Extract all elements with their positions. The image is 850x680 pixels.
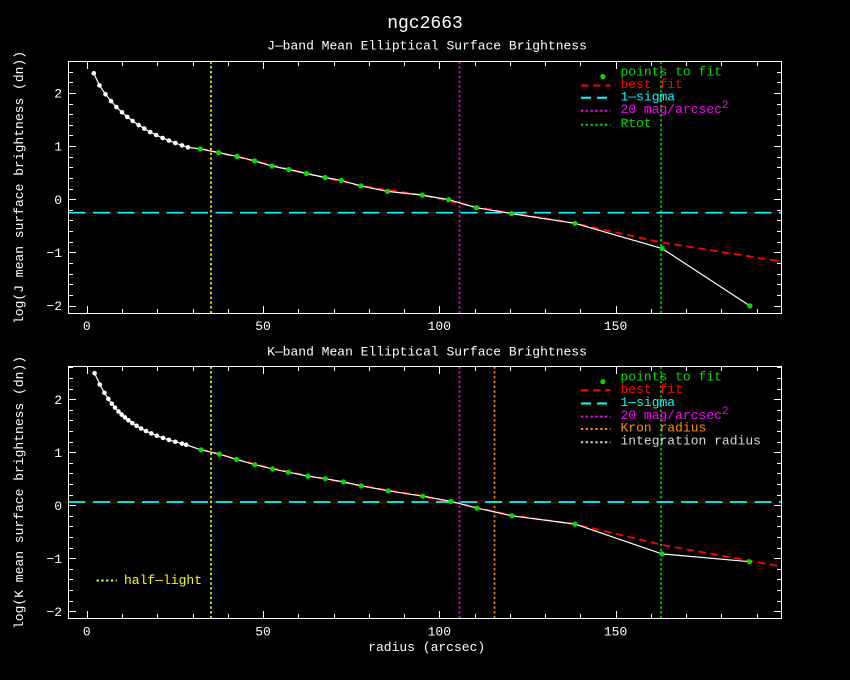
svg-text:−1: −1 bbox=[46, 246, 62, 261]
svg-text:−2: −2 bbox=[46, 605, 62, 620]
svg-text:Kron radius: Kron radius bbox=[621, 421, 707, 436]
svg-text:Rtot: Rtot bbox=[621, 116, 652, 131]
svg-text:50: 50 bbox=[255, 625, 271, 640]
svg-text:100: 100 bbox=[428, 319, 451, 334]
svg-text:best fit: best fit bbox=[621, 77, 683, 92]
svg-text:points to fit: points to fit bbox=[621, 65, 722, 80]
svg-text:100: 100 bbox=[428, 625, 451, 640]
svg-text:0: 0 bbox=[54, 499, 62, 514]
svg-text:points to fit: points to fit bbox=[621, 370, 722, 385]
svg-text:1—sigma: 1—sigma bbox=[621, 395, 676, 410]
svg-text:2: 2 bbox=[54, 87, 62, 102]
svg-text:20 mag/arcsec2: 20 mag/arcsec2 bbox=[621, 100, 729, 117]
svg-text:integration radius: integration radius bbox=[621, 434, 761, 449]
svg-text:1: 1 bbox=[54, 446, 62, 461]
svg-text:20 mag/arcsec2: 20 mag/arcsec2 bbox=[621, 406, 729, 423]
svg-text:half—light: half—light bbox=[124, 573, 202, 588]
svg-text:radius (arcsec): radius (arcsec) bbox=[368, 640, 485, 655]
svg-text:150: 150 bbox=[604, 319, 627, 334]
svg-text:150: 150 bbox=[604, 625, 627, 640]
svg-text:log(K mean surface brightness: log(K mean surface brightness (dn)) bbox=[12, 356, 27, 629]
svg-text:1: 1 bbox=[54, 140, 62, 155]
svg-text:0: 0 bbox=[54, 193, 62, 208]
svg-text:ngc2663: ngc2663 bbox=[387, 14, 463, 34]
svg-text:0: 0 bbox=[83, 625, 91, 640]
svg-text:−1: −1 bbox=[46, 552, 62, 567]
svg-text:2: 2 bbox=[54, 393, 62, 408]
svg-text:K—band Mean Elliptical Surface: K—band Mean Elliptical Surface Brightnes… bbox=[267, 345, 587, 360]
svg-text:1—sigma: 1—sigma bbox=[621, 89, 676, 104]
svg-text:J—band Mean Elliptical Surface: J—band Mean Elliptical Surface Brightnes… bbox=[267, 39, 587, 54]
svg-text:−2: −2 bbox=[46, 299, 62, 314]
svg-text:0: 0 bbox=[83, 319, 91, 334]
svg-text:50: 50 bbox=[255, 319, 271, 334]
svg-text:log(J mean surface brightness: log(J mean surface brightness (dn)) bbox=[12, 51, 27, 324]
svg-text:best fit: best fit bbox=[621, 382, 683, 397]
